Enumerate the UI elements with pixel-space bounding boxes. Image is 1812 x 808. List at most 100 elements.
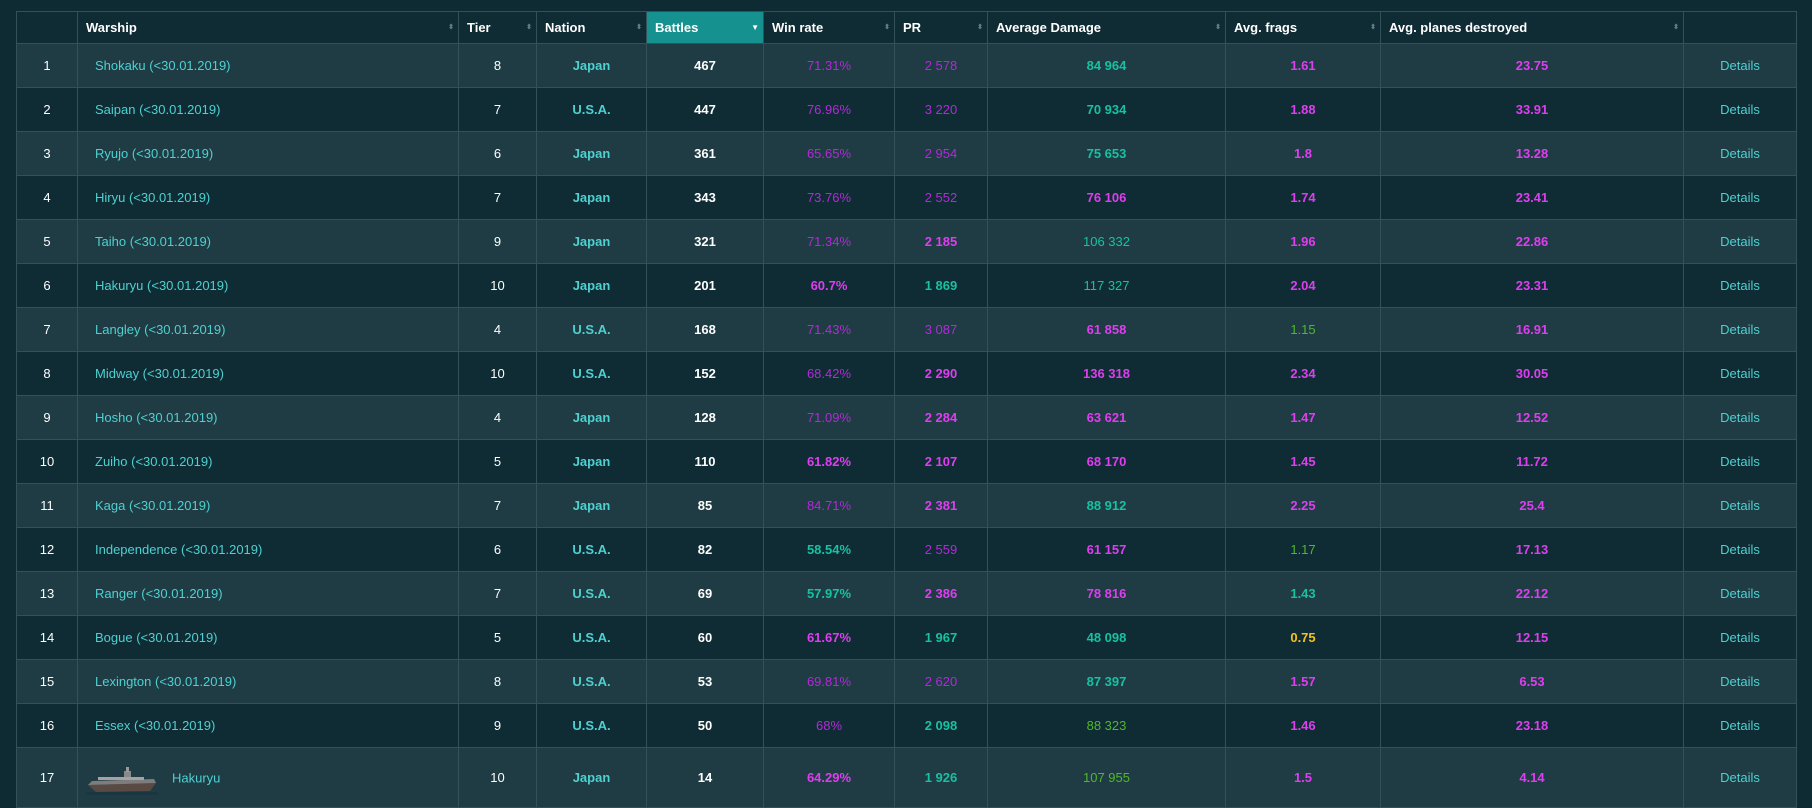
warship-cell[interactable]: Hiryu (<30.01.2019) (77, 175, 459, 220)
details-link[interactable]: Details (1720, 630, 1760, 645)
table-row[interactable]: 4 Hiryu (<30.01.2019) 7 Japan 343 73.76% 2 552… (16, 175, 1797, 220)
table-row[interactable]: 9 Hosho (<30.01.2019) 4 Japan 128 71.09% 2 284… (16, 395, 1797, 440)
table-row[interactable]: 17 Hakuryu 10 Japan 14 64.29% 1 926 107 955 1.5 4… (16, 747, 1797, 808)
table-row[interactable]: 12 Independence (<30.01.2019) 6 U.S.A. 82 58.… (16, 527, 1797, 572)
warship-link[interactable]: Saipan (<30.01.2019) (95, 102, 221, 117)
details-link[interactable]: Details (1720, 410, 1760, 425)
table-row[interactable]: 8 Midway (<30.01.2019) 10 U.S.A. 152 68.42% 2 … (16, 351, 1797, 396)
warship-link[interactable]: Ryujo (<30.01.2019) (95, 146, 214, 161)
warship-link[interactable]: Essex (<30.01.2019) (95, 718, 216, 733)
details-link[interactable]: Details (1720, 454, 1760, 469)
warship-cell[interactable]: Hakuryu (77, 747, 459, 808)
warship-link[interactable]: Bogue (<30.01.2019) (95, 630, 218, 645)
table-row[interactable]: 3 Ryujo (<30.01.2019) 6 Japan 361 65.65% 2 954… (16, 131, 1797, 176)
pr-cell: 2 381 (894, 483, 988, 528)
header-win-rate[interactable]: Win rate ⬍ (763, 11, 895, 44)
details-link[interactable]: Details (1720, 58, 1760, 73)
table-row[interactable]: 15 Lexington (<30.01.2019) 8 U.S.A. 53 69.81%… (16, 659, 1797, 704)
sort-desc-icon[interactable]: ▼ (751, 22, 759, 32)
warship-link[interactable]: Hakuryu (<30.01.2019) (95, 278, 229, 293)
warship-cell[interactable]: Bogue (<30.01.2019) (77, 615, 459, 660)
header-battles[interactable]: Battles ▼ (646, 11, 764, 44)
header-pr[interactable]: PR ⬍ (894, 11, 988, 44)
warship-cell[interactable]: Kaga (<30.01.2019) (77, 483, 459, 528)
average-damage-cell: 75 653 (987, 131, 1226, 176)
table-row[interactable]: 5 Taiho (<30.01.2019) 9 Japan 321 71.34% 2 185… (16, 219, 1797, 264)
details-link[interactable]: Details (1720, 278, 1760, 293)
details-link[interactable]: Details (1720, 366, 1760, 381)
warship-link[interactable]: Kaga (<30.01.2019) (95, 498, 211, 513)
sort-icon[interactable]: ⬍ (636, 23, 642, 31)
table-row[interactable]: 14 Bogue (<30.01.2019) 5 U.S.A. 60 61.67% 1 96… (16, 615, 1797, 660)
details-link[interactable]: Details (1720, 322, 1760, 337)
warship-link[interactable]: Hosho (<30.01.2019) (95, 410, 218, 425)
table-row[interactable]: 11 Kaga (<30.01.2019) 7 Japan 85 84.71% 2 381 8… (16, 483, 1797, 528)
table-row[interactable]: 13 Ranger (<30.01.2019) 7 U.S.A. 69 57.97% 2 3… (16, 571, 1797, 616)
table-row[interactable]: 1 Shokaku (<30.01.2019) 8 Japan 467 71.31% 2 5… (16, 43, 1797, 88)
nation-cell: U.S.A. (536, 703, 647, 748)
details-link[interactable]: Details (1720, 190, 1760, 205)
details-link[interactable]: Details (1720, 102, 1760, 117)
warship-link[interactable]: Taiho (<30.01.2019) (95, 234, 212, 249)
table-row[interactable]: 16 Essex (<30.01.2019) 9 U.S.A. 50 68% 2 098 88… (16, 703, 1797, 748)
warship-cell[interactable]: Taiho (<30.01.2019) (77, 219, 459, 264)
pr-cell: 2 098 (894, 703, 988, 748)
warship-link[interactable]: Ranger (<30.01.2019) (95, 586, 223, 601)
sort-icon[interactable]: ⬍ (1215, 23, 1221, 31)
battles-cell: 152 (646, 351, 764, 396)
warship-cell[interactable]: Shokaku (<30.01.2019) (77, 43, 459, 88)
warship-cell[interactable]: Essex (<30.01.2019) (77, 703, 459, 748)
sort-icon[interactable]: ⬍ (448, 23, 454, 31)
warship-cell[interactable]: Hakuryu (<30.01.2019) (77, 263, 459, 308)
row-index: 4 (16, 175, 78, 220)
avg-frags-cell: 1.88 (1225, 87, 1381, 132)
table-row[interactable]: 7 Langley (<30.01.2019) 4 U.S.A. 168 71.43% 3 … (16, 307, 1797, 352)
sort-icon[interactable]: ⬍ (884, 23, 890, 31)
header-avg-frags[interactable]: Avg. frags ⬍ (1225, 11, 1381, 44)
warship-cell[interactable]: Saipan (<30.01.2019) (77, 87, 459, 132)
header-warship[interactable]: Warship ⬍ (77, 11, 459, 44)
warship-link[interactable]: Midway (<30.01.2019) (95, 366, 224, 381)
warship-cell[interactable]: Zuiho (<30.01.2019) (77, 439, 459, 484)
header-nation[interactable]: Nation ⬍ (536, 11, 647, 44)
warship-link[interactable]: Hakuryu (172, 770, 221, 785)
warship-link[interactable]: Shokaku (<30.01.2019) (95, 58, 231, 73)
warship-cell[interactable]: Independence (<30.01.2019) (77, 527, 459, 572)
tier-cell: 8 (458, 659, 537, 704)
sort-icon[interactable]: ⬍ (1673, 23, 1679, 31)
details-link[interactable]: Details (1720, 234, 1760, 249)
details-link[interactable]: Details (1720, 542, 1760, 557)
warship-link[interactable]: Langley (<30.01.2019) (95, 322, 226, 337)
pr-cell: 1 967 (894, 615, 988, 660)
details-link[interactable]: Details (1720, 498, 1760, 513)
details-link[interactable]: Details (1720, 146, 1760, 161)
sort-icon[interactable]: ⬍ (977, 23, 983, 31)
warship-cell[interactable]: Ranger (<30.01.2019) (77, 571, 459, 616)
table-row[interactable]: 6 Hakuryu (<30.01.2019) 10 Japan 201 60.7% 1 8… (16, 263, 1797, 308)
header-tier[interactable]: Tier ⬍ (458, 11, 537, 44)
header-avg-planes[interactable]: Avg. planes destroyed ⬍ (1380, 11, 1684, 44)
avg-frags-cell: 2.04 (1225, 263, 1381, 308)
sort-icon[interactable]: ⬍ (1370, 23, 1376, 31)
table-row[interactable]: 2 Saipan (<30.01.2019) 7 U.S.A. 447 76.96% 3 2… (16, 87, 1797, 132)
average-damage-cell: 48 098 (987, 615, 1226, 660)
header-average-damage[interactable]: Average Damage ⬍ (987, 11, 1226, 44)
warship-cell[interactable]: Ryujo (<30.01.2019) (77, 131, 459, 176)
warship-cell[interactable]: Lexington (<30.01.2019) (77, 659, 459, 704)
warship-cell[interactable]: Hosho (<30.01.2019) (77, 395, 459, 440)
sort-icon[interactable]: ⬍ (526, 23, 532, 31)
details-link[interactable]: Details (1720, 770, 1760, 785)
average-damage-cell: 88 912 (987, 483, 1226, 528)
warship-cell[interactable]: Midway (<30.01.2019) (77, 351, 459, 396)
warship-link[interactable]: Lexington (<30.01.2019) (95, 674, 237, 689)
warship-cell[interactable]: Langley (<30.01.2019) (77, 307, 459, 352)
warship-link[interactable]: Zuiho (<30.01.2019) (95, 454, 213, 469)
details-link[interactable]: Details (1720, 586, 1760, 601)
details-cell: Details (1683, 439, 1797, 484)
details-link[interactable]: Details (1720, 718, 1760, 733)
warship-link[interactable]: Independence (<30.01.2019) (95, 542, 263, 557)
table-row[interactable]: 10 Zuiho (<30.01.2019) 5 Japan 110 61.82% 2 10… (16, 439, 1797, 484)
details-link[interactable]: Details (1720, 674, 1760, 689)
row-index: 11 (16, 483, 78, 528)
warship-link[interactable]: Hiryu (<30.01.2019) (95, 190, 211, 205)
